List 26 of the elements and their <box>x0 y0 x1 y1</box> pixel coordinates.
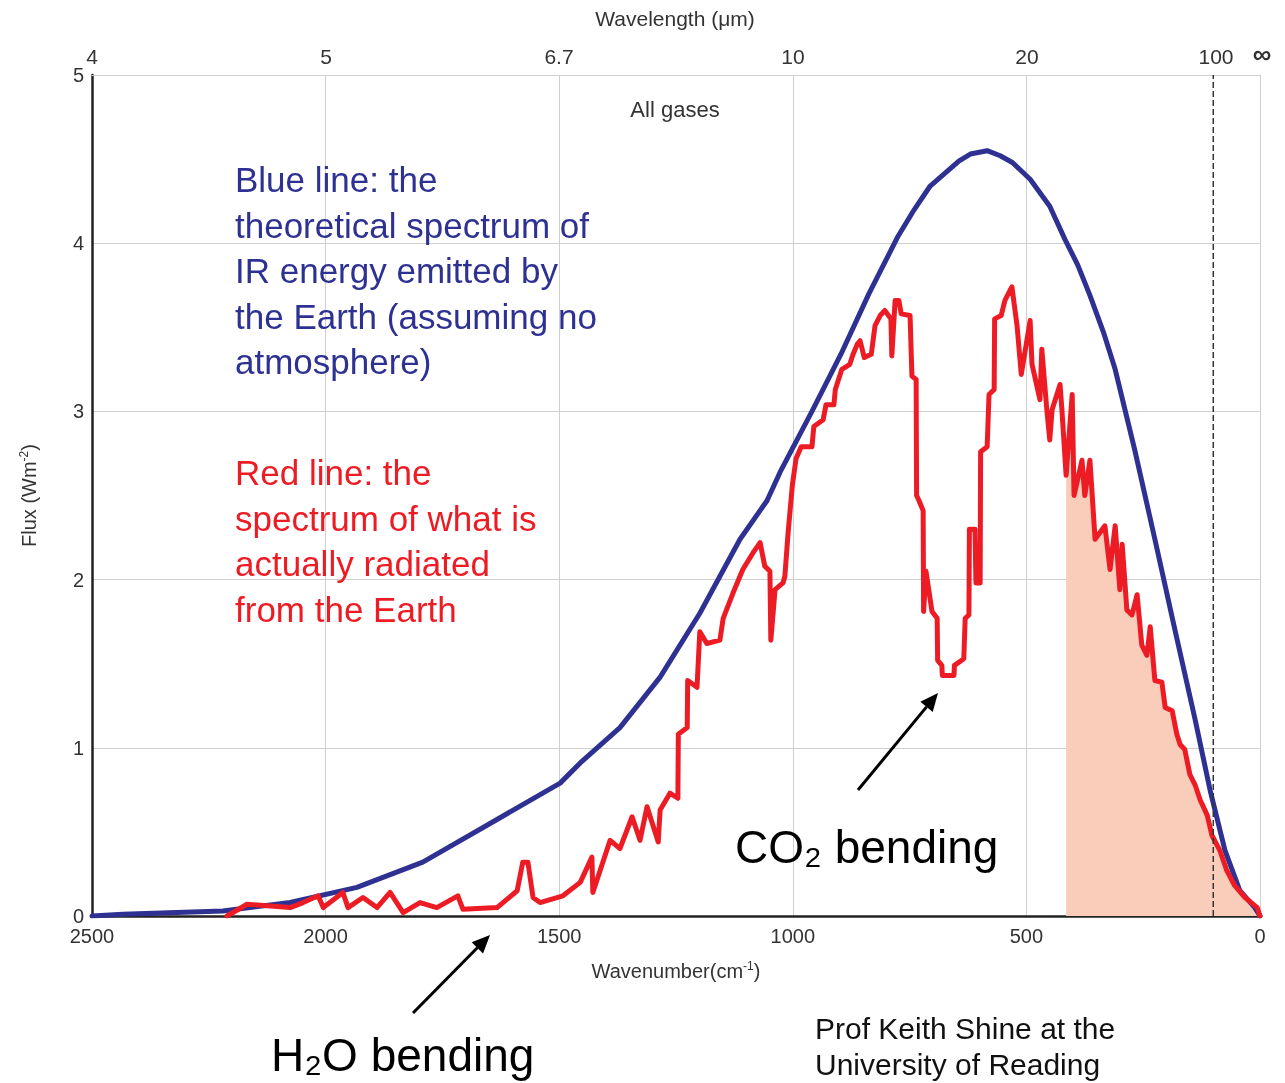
x-tick-label: 0 <box>1254 925 1266 947</box>
text: Wavelength (μm) <box>595 6 755 30</box>
annotation: Blue line: the theoretical spectrum of IR energy emitted by the Earth (assuming no atmosphere) <box>235 160 597 382</box>
text: 6.7 <box>544 44 574 68</box>
x-tick-label: 500 <box>1009 925 1044 947</box>
x-tick-label: 1000 <box>770 925 816 947</box>
annotation: Red line: the spectrum of what is actually radiated from the Earth <box>235 453 537 629</box>
x-tick-label: 1500 <box>536 925 582 947</box>
text: 5 <box>320 44 332 68</box>
y-tick-label: 1 <box>72 736 84 759</box>
text: Prof Keith Shine at the University of Reading <box>815 1011 1116 1081</box>
annotation: CO₂ bending <box>735 821 999 873</box>
y-tick-label: 0 <box>72 905 84 927</box>
y-tick-label: 5 <box>72 64 84 86</box>
text: 10 <box>781 44 805 68</box>
text: ∞ <box>1252 39 1272 69</box>
text: 100 <box>1198 44 1234 68</box>
text: H₂O bending <box>271 1029 535 1081</box>
y-tick-label: 4 <box>72 232 84 255</box>
x-tick-label: 2500 <box>69 925 115 947</box>
x-tick-label: 2000 <box>303 925 348 947</box>
text: 20 <box>1015 44 1039 68</box>
y-axis-title: Flux (Wm-2) <box>17 444 40 547</box>
y-tick-label: 3 <box>72 400 84 423</box>
y-tick-label: 2 <box>72 568 84 591</box>
annotation: All gases <box>630 96 720 122</box>
